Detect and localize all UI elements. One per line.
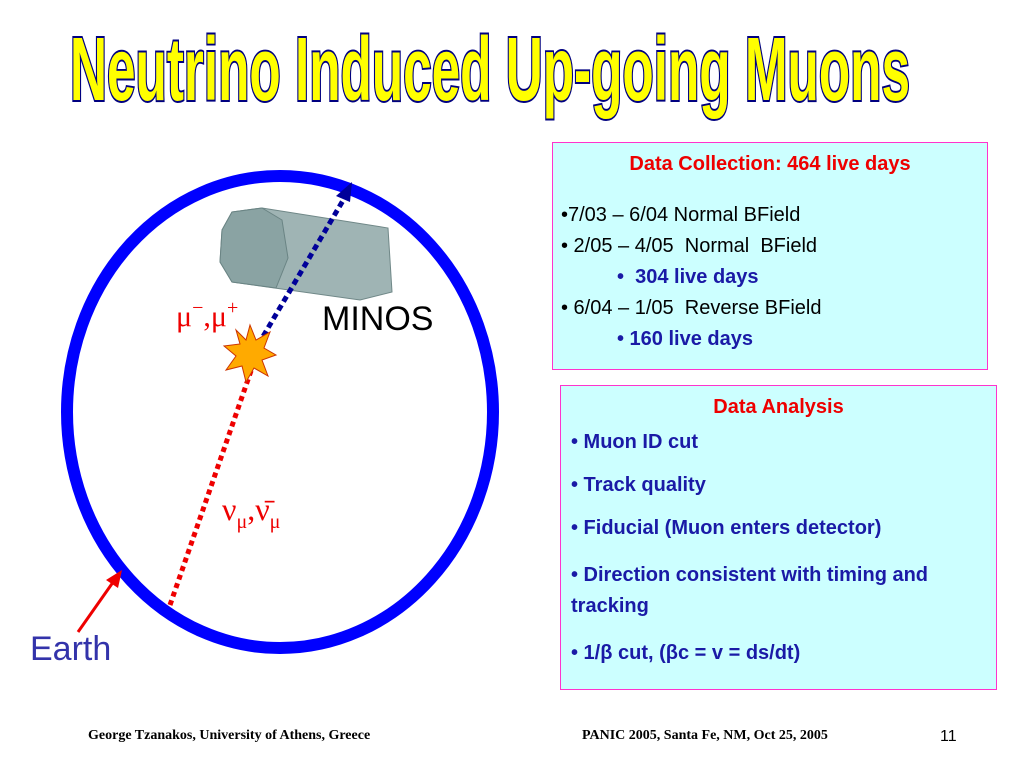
earth-arrow (76, 577, 118, 633)
item: • 2/05 – 4/05 Normal BField (561, 235, 818, 257)
box-title: Data Collection: 464 live days (629, 153, 911, 175)
item: • Track quality (571, 474, 706, 496)
muon-arrowhead (336, 182, 352, 202)
page-number: 11 (940, 728, 957, 745)
interaction-star (222, 323, 278, 384)
slide-title: Neutrino Induced Up-going Muons (70, 20, 910, 120)
neutrino-label: νμ,ν̄μ (222, 491, 280, 533)
minos-detector (219, 207, 393, 301)
earth-arrowhead (106, 570, 122, 588)
item: • Fiducial (Muon enters detector) (571, 517, 882, 539)
muon-track (245, 190, 351, 364)
item: • 6/04 – 1/05 Reverse BField (561, 297, 822, 319)
item: • 160 live days (617, 328, 753, 350)
item: • 304 live days (617, 266, 759, 288)
item: • 1/β cut, (βc = v = ds/dt) (571, 642, 801, 664)
neutrino-track (167, 367, 255, 606)
footer-event: PANIC 2005, Santa Fe, NM, Oct 25, 2005 (582, 728, 828, 743)
footer-author: George Tzanakos, University of Athens, G… (88, 728, 371, 743)
item: • Muon ID cut (571, 431, 698, 453)
item: •7/03 – 6/04 Normal BField (561, 204, 801, 226)
muon-label: μ−,μ+ (176, 297, 238, 333)
collection-box: Data Collection: 464 live days •7/03 – 6… (552, 142, 988, 370)
earth-circle (61, 170, 499, 654)
item: • Direction consistent with timing and t… (571, 564, 929, 617)
earth-label: Earth (30, 630, 111, 668)
analysis-box: Data Analysis • Muon ID cut • Track qual… (560, 385, 997, 690)
detector-label: MINOS (322, 300, 433, 338)
diagram: Neutrino Induced Up-going Muons μ−,μ+ MI… (30, 19, 912, 668)
box-title: Data Analysis (713, 396, 844, 418)
